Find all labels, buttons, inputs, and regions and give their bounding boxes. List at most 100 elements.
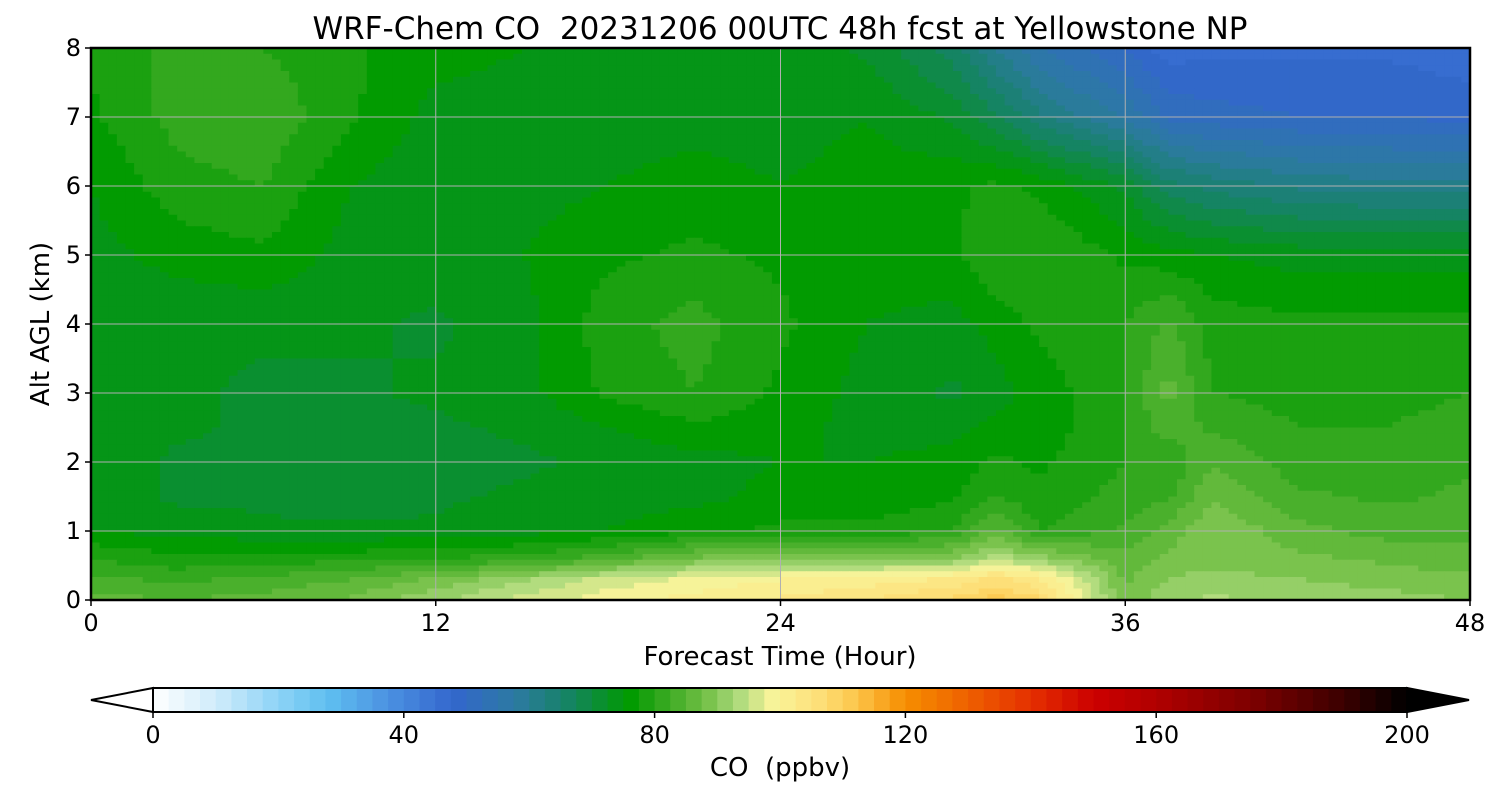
contour-cell: [651, 203, 661, 210]
contour-cell: [452, 174, 463, 181]
contour-cell: [409, 151, 420, 158]
contour-cell: [1418, 53, 1428, 61]
contour-cell: [409, 65, 420, 72]
contour-cell: [1237, 157, 1247, 164]
contour-cell: [840, 145, 851, 153]
contour-cell: [711, 134, 721, 141]
contour-cell: [677, 117, 687, 124]
contour-cell: [685, 151, 695, 158]
contour-cell: [504, 134, 514, 141]
contour-cell: [185, 163, 196, 170]
contour-cell: [1375, 180, 1385, 187]
contour-cell: [1159, 59, 1169, 66]
contour-cell: [737, 99, 747, 107]
contour-cell: [797, 163, 807, 170]
contour-cell: [1323, 203, 1333, 210]
contour-cell: [323, 191, 333, 199]
contour-cell: [1280, 163, 1290, 170]
contour-cell: [194, 99, 204, 107]
contour-cell: [539, 65, 549, 72]
contour-cell: [668, 94, 678, 101]
contour-cell: [1461, 209, 1470, 216]
contour-cell: [625, 122, 635, 130]
contour-cell: [297, 111, 308, 118]
contour-cell: [142, 48, 152, 55]
contour-cell: [280, 203, 290, 210]
contour-cell: [892, 134, 902, 141]
contour-cell: [651, 82, 661, 89]
contour-cell: [487, 94, 497, 101]
contour-cell: [849, 65, 859, 72]
contour-cell: [1271, 220, 1281, 227]
contour-cell: [1323, 88, 1333, 95]
contour-cell: [1090, 59, 1100, 66]
contour-cell: [263, 220, 273, 227]
contour-cell: [892, 88, 902, 95]
contour-cell: [203, 82, 213, 89]
contour-cell: [1142, 151, 1152, 158]
contour-cell: [349, 88, 359, 95]
contour-cell: [384, 122, 394, 130]
contour-cell: [323, 214, 333, 222]
contour-cell: [392, 59, 402, 66]
contour-cell: [1237, 203, 1247, 210]
contour-cell: [702, 76, 713, 84]
contour-cell: [961, 151, 971, 158]
contour-cell: [375, 71, 385, 78]
contour-cell: [504, 122, 514, 130]
contour-cell: [1426, 191, 1437, 199]
contour-cell: [116, 163, 127, 170]
contour-cell: [1332, 48, 1342, 55]
contour-cell: [487, 203, 497, 210]
contour-cell: [633, 191, 644, 199]
contour-cell: [332, 180, 342, 187]
contour-cell: [1013, 94, 1023, 101]
contour-cell: [1108, 82, 1118, 89]
contour-cell: [1280, 122, 1290, 130]
contour-cell: [1099, 48, 1109, 55]
contour-cell: [961, 48, 971, 55]
contour-cell: [289, 163, 299, 170]
contour-cell: [435, 157, 445, 164]
contour-cell: [746, 117, 756, 124]
contour-cell: [435, 65, 445, 72]
contour-cell: [91, 197, 101, 204]
contour-cell: [918, 157, 928, 164]
contour-cell: [952, 186, 963, 193]
contour-cell: [237, 105, 247, 112]
contour-cell: [952, 88, 963, 95]
contour-cell: [694, 94, 704, 101]
contour-cell: [1202, 117, 1213, 124]
contour-cell: [409, 191, 420, 199]
contour-cell: [1082, 180, 1092, 187]
contour-cell: [220, 157, 230, 164]
contour-cell: [711, 71, 721, 78]
contour-cell: [625, 174, 635, 181]
contour-cell: [108, 48, 118, 55]
contour-cell: [746, 111, 756, 118]
contour-cell: [771, 214, 782, 222]
contour-cell: [858, 88, 868, 95]
contour-field: [91, 48, 1470, 600]
contour-cell: [1340, 71, 1350, 78]
contour-cell: [435, 88, 445, 95]
contour-cell: [263, 65, 273, 72]
contour-cell: [961, 145, 971, 153]
contour-cell: [961, 82, 971, 89]
contour-cell: [1418, 76, 1428, 84]
contour-cell: [409, 134, 420, 141]
contour-cell: [349, 145, 359, 153]
contour-cell: [134, 76, 144, 84]
contour-cell: [858, 59, 868, 66]
contour-cell: [892, 71, 902, 78]
contour-cell: [771, 151, 782, 158]
contour-cell: [461, 65, 471, 72]
contour-cell: [789, 94, 799, 101]
contour-cell: [1116, 94, 1126, 101]
contour-cell: [487, 180, 497, 187]
contour-cell: [1142, 76, 1152, 84]
contour-cell: [349, 151, 359, 158]
contour-cell: [849, 214, 859, 222]
contour-cell: [185, 48, 196, 55]
contour-cell: [1435, 174, 1445, 181]
